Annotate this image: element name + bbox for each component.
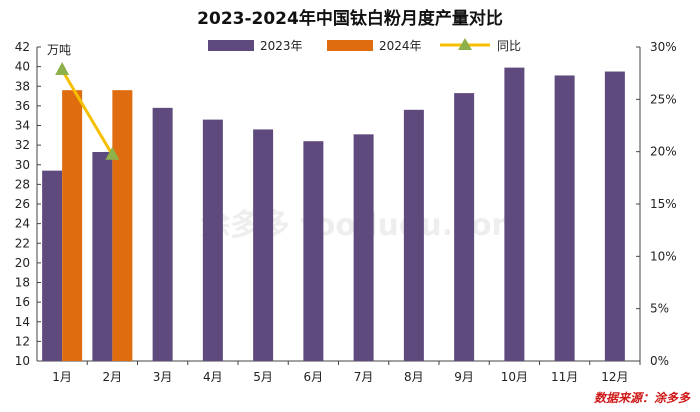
x-tick-label: 3月: [153, 370, 173, 384]
bar-2023: [454, 93, 475, 362]
bar-2023: [554, 75, 575, 362]
x-tick-label: 12月: [601, 370, 628, 384]
y-tick-label: 40: [15, 60, 30, 74]
y-tick-label: 14: [15, 315, 30, 329]
y-tick-label: 28: [15, 177, 30, 191]
bar-2023: [152, 107, 173, 362]
y-tick-label: 42: [15, 40, 30, 54]
x-tick-label: 5月: [253, 370, 273, 384]
unit-label: 万吨: [47, 43, 71, 57]
legend-label-2023: 2023年: [260, 39, 303, 53]
yoy-line-path: [60, 69, 114, 156]
y2-tick-label: 25%: [650, 92, 677, 106]
bar-2023: [403, 109, 424, 361]
y-tick-label: 24: [15, 217, 30, 231]
x-tick-label: 8月: [404, 370, 424, 384]
y-tick-label: 26: [15, 197, 30, 211]
chart-title: 2023-2024年中国钛白粉月度产量对比: [197, 8, 503, 29]
source-note: 数据来源：涂多多: [594, 391, 691, 405]
x-tick-label: 7月: [354, 370, 374, 384]
x-tick-label: 4月: [203, 370, 223, 384]
y-tick-label: 22: [15, 236, 30, 250]
x-tick-label: 11月: [551, 370, 578, 384]
axes: 10 12 14 16 18 20 22 24 26 28 30 32 34 36 38 40 42 0% 5% 10…: [15, 40, 677, 384]
y-tick-label: 20: [15, 256, 30, 270]
x-tick-label: 9月: [454, 370, 474, 384]
y2-tick-label: 10%: [650, 249, 677, 263]
bar-2023: [253, 129, 274, 361]
y2-tick-label: 30%: [650, 40, 677, 54]
bar-2023: [504, 67, 525, 361]
y2-tick-label: 5%: [650, 302, 669, 316]
y-tick-label: 38: [15, 79, 30, 93]
y-tick-label: 30: [15, 158, 30, 172]
legend-swatch-2024: [327, 40, 373, 51]
yoy-marker: [105, 146, 120, 160]
bar-2023: [303, 141, 324, 361]
legend: 2023年 2024年 同比: [208, 38, 521, 53]
y-tick-label: 34: [15, 119, 30, 133]
bar-2023: [202, 119, 223, 361]
bar-2024: [112, 90, 133, 362]
x-tick-label: 1月: [52, 370, 72, 384]
y-tick-label: 36: [15, 99, 30, 113]
legend-label-yoy: 同比: [497, 39, 521, 53]
y2-tick-label: 15%: [650, 197, 677, 211]
y2-tick-label: 20%: [650, 145, 677, 159]
y-tick-label: 32: [15, 138, 30, 152]
y-tick-label: 18: [15, 276, 30, 290]
yoy-line: [55, 62, 120, 160]
x-tick-label: 10月: [501, 370, 528, 384]
legend-marker-yoy: [458, 38, 472, 50]
legend-label-2024: 2024年: [379, 39, 422, 53]
x-tick-label: 6月: [304, 370, 324, 384]
bar-2023: [92, 151, 113, 361]
yoy-marker: [55, 62, 70, 76]
y-tick-label: 12: [15, 334, 30, 348]
y-tick-label: 16: [15, 295, 30, 309]
y-tick-label: 10: [15, 354, 30, 368]
y2-tick-label: 0%: [650, 354, 669, 368]
bar-2023: [604, 71, 625, 361]
bar-2023: [353, 134, 374, 361]
bar-2023: [42, 170, 63, 361]
legend-swatch-2023: [208, 40, 254, 51]
bar-2024: [62, 90, 83, 362]
x-tick-label: 2月: [103, 370, 123, 384]
